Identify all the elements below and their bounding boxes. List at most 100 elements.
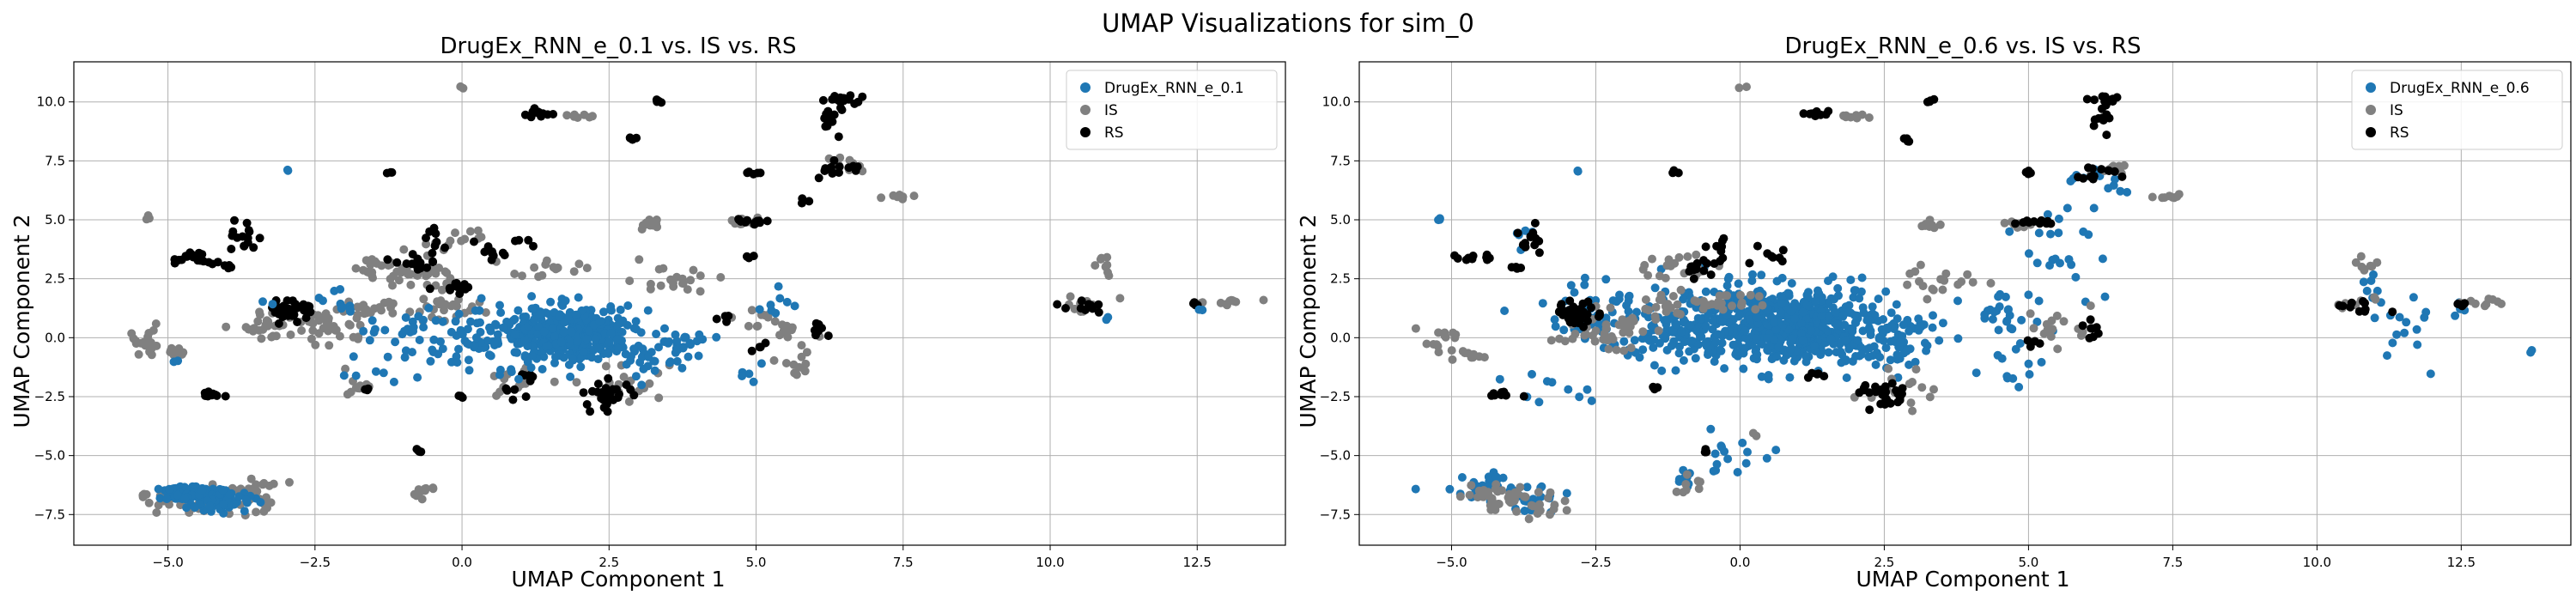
scatter-point <box>256 498 265 507</box>
scatter-point <box>1601 324 1611 333</box>
axis-ticks: −5.0 −2.5 0.0 2.5 5.0 7.5 10.0 12.5 −7.5 −5.0 −2.5… <box>34 94 1212 570</box>
scatter-point <box>2035 339 2044 349</box>
scatter-point <box>1650 283 1660 293</box>
scatter-point <box>743 216 752 225</box>
scatter-point <box>720 312 730 321</box>
scatter-point <box>359 300 368 310</box>
scatter-point <box>2014 382 2024 392</box>
scatter-point <box>625 133 635 143</box>
scatter-point <box>1668 292 1678 300</box>
scatter-point <box>1449 328 1458 337</box>
scatter-point <box>550 377 559 386</box>
scatter-point <box>1853 336 1862 345</box>
scatter-point <box>593 355 603 364</box>
scatter-point <box>1664 255 1674 264</box>
scatter-point <box>665 358 674 367</box>
scatter-point <box>2048 255 2057 264</box>
scatter-point <box>749 377 758 386</box>
scatter-point <box>823 331 833 341</box>
scatter-point <box>801 359 811 368</box>
scatter-point <box>152 508 161 517</box>
x-tick-label: 7.5 <box>2162 555 2183 570</box>
scatter-point <box>476 318 484 327</box>
scatter-point <box>2097 104 2106 113</box>
scatter-point <box>564 360 574 369</box>
scatter-point <box>1893 389 1903 398</box>
scatter-point <box>744 369 754 379</box>
scatter-point <box>712 332 721 342</box>
scatter-point <box>308 326 318 335</box>
scatter-point <box>1723 274 1733 283</box>
scatter-point <box>1777 257 1787 266</box>
scatter-point <box>1662 307 1671 317</box>
scatter-point <box>2078 321 2087 331</box>
scatter-point <box>2402 318 2411 327</box>
legend: DrugEx_RNN_e_0.1 IS RS <box>1066 70 1278 150</box>
scatter-point <box>1467 481 1476 490</box>
scatter-point <box>508 395 518 404</box>
scatter-point <box>386 303 395 313</box>
scatter-point <box>562 111 572 120</box>
scatter-point <box>264 481 274 490</box>
scatter-point <box>283 166 293 175</box>
scatter-point <box>1550 315 1559 325</box>
scatter-point <box>1865 343 1874 353</box>
scatter-point <box>1807 326 1816 336</box>
scatter-point <box>2392 330 2402 339</box>
scatter-point <box>1692 297 1702 307</box>
scatter-point <box>453 282 462 292</box>
scatter-point <box>453 358 462 367</box>
scatter-point <box>2087 164 2097 173</box>
scatter-point <box>2383 351 2391 361</box>
scatter-point <box>1103 313 1113 322</box>
scatter-point <box>1728 340 1738 349</box>
scatter-point <box>1555 307 1564 316</box>
scatter-point <box>240 241 249 251</box>
scatter-point <box>2034 228 2044 238</box>
scatter-point <box>2054 228 2063 238</box>
scatter-point <box>463 325 472 334</box>
scatter-point <box>1704 348 1713 357</box>
scatter-point <box>527 292 537 301</box>
scatter-point <box>631 317 641 326</box>
scatter-point <box>1103 268 1112 277</box>
scatter-point <box>488 249 497 258</box>
scatter-point <box>2024 249 2033 258</box>
scatter-point <box>877 193 886 203</box>
scatter-point <box>1608 335 1618 344</box>
scatter-point <box>1774 343 1783 352</box>
scatter-point <box>1745 258 1754 268</box>
scatter-point <box>595 317 605 326</box>
scatter-point <box>828 169 837 178</box>
scatter-point <box>599 307 608 317</box>
scatter-point <box>514 374 523 384</box>
scatter-point <box>1680 337 1689 346</box>
scatter-point <box>2024 167 2033 175</box>
scatter-point <box>1733 468 1742 477</box>
scatter-point <box>1521 242 1530 252</box>
scatter-point <box>274 319 283 328</box>
x-tick-label: 5.0 <box>746 555 767 570</box>
scatter-point <box>1884 364 1893 373</box>
scatter-point <box>1599 335 1608 344</box>
scatter-point <box>431 229 440 239</box>
scatter-point <box>2395 313 2404 322</box>
scatter-point <box>1798 336 1807 345</box>
scatter-point <box>484 350 494 360</box>
scatter-point <box>399 245 409 254</box>
scatter-point <box>1702 258 1711 268</box>
scatter-point <box>1694 484 1704 494</box>
scatter-point <box>162 495 172 503</box>
y-tick-label: −7.5 <box>1320 507 1351 522</box>
scatter-point <box>1716 257 1725 266</box>
scatter-point <box>2037 357 2046 367</box>
scatter-point <box>257 334 266 343</box>
scatter-point <box>2388 307 2397 317</box>
scatter-point <box>752 216 762 226</box>
scatter-point <box>548 324 557 333</box>
scatter-point <box>2100 292 2110 301</box>
y-tick-label: −2.5 <box>34 389 65 404</box>
scatter-point <box>1619 328 1628 337</box>
scatter-point <box>1893 350 1902 360</box>
scatter-point <box>1461 255 1471 264</box>
